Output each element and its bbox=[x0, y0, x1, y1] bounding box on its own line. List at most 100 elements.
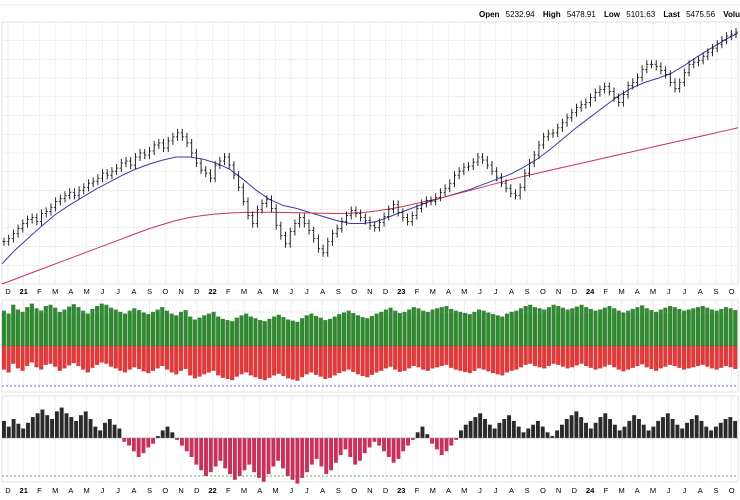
advancing-bar bbox=[495, 315, 500, 347]
declining-bar bbox=[654, 345, 659, 371]
declining-bar bbox=[504, 345, 510, 373]
advancing-bar bbox=[598, 309, 603, 347]
declining-bar bbox=[542, 345, 547, 369]
net-negative-bar bbox=[305, 438, 309, 473]
declining-bar bbox=[104, 345, 109, 364]
advancing-bar bbox=[723, 307, 728, 347]
declining-bar bbox=[346, 345, 351, 370]
month-tick-label: J bbox=[289, 287, 293, 296]
net-negative-bar bbox=[136, 438, 141, 457]
net-positive-bar bbox=[516, 426, 521, 438]
net-positive-bar bbox=[78, 415, 83, 438]
advancing-bar bbox=[500, 316, 505, 347]
net-positive-bar bbox=[487, 424, 492, 438]
declining-bar bbox=[621, 345, 626, 372]
declining-bar bbox=[574, 345, 579, 366]
month-tick-label: F bbox=[226, 287, 231, 296]
net-negative-bar bbox=[343, 438, 348, 450]
month-tick-label: N bbox=[556, 287, 561, 296]
month-tick-label: O bbox=[540, 287, 546, 296]
net-negative-bar bbox=[372, 438, 377, 442]
advancing-bar bbox=[118, 311, 123, 347]
advancing-bar bbox=[169, 313, 174, 347]
month-tick-label: 22 bbox=[208, 287, 216, 296]
month-tick-label: 23 bbox=[397, 287, 405, 296]
net-positive-bar bbox=[507, 415, 512, 438]
declining-bar bbox=[360, 345, 365, 377]
net-positive-bar bbox=[468, 420, 473, 438]
net-negative-bar bbox=[266, 438, 271, 475]
net-negative-bar bbox=[179, 438, 184, 446]
month-tick-label: M bbox=[84, 287, 90, 296]
net-positive-bar bbox=[564, 419, 569, 438]
advancing-bar bbox=[397, 313, 402, 347]
net-positive-bar bbox=[483, 419, 487, 438]
declining-bar bbox=[118, 345, 123, 371]
net-positive-bar bbox=[670, 419, 675, 438]
volume-label: Volu bbox=[723, 10, 740, 19]
advancing-bar bbox=[127, 310, 132, 347]
advancing-bar bbox=[644, 308, 649, 347]
month-tick-label: S bbox=[336, 287, 341, 296]
net-positive-bar bbox=[593, 422, 598, 438]
net-negative-bar bbox=[204, 438, 208, 476]
net-positive-bar bbox=[165, 426, 170, 438]
net-positive-bar bbox=[733, 420, 738, 438]
advancing-bar bbox=[630, 308, 635, 347]
declining-bar bbox=[598, 345, 603, 369]
declining-bar bbox=[383, 345, 388, 369]
advancing-bar bbox=[560, 307, 565, 347]
declining-bar bbox=[113, 345, 118, 369]
advancing-bar bbox=[449, 308, 454, 347]
declining-bar bbox=[29, 345, 34, 363]
net-negative-bar bbox=[333, 438, 338, 463]
advancing-bar bbox=[71, 304, 76, 347]
declining-bar bbox=[733, 345, 738, 369]
advancing-bar bbox=[225, 320, 230, 347]
declining-bar bbox=[355, 345, 360, 375]
advancing-bar bbox=[202, 315, 207, 347]
high-label: High bbox=[542, 10, 561, 19]
net-positive-bar bbox=[540, 426, 545, 438]
advancing-bar bbox=[649, 310, 654, 347]
advancing-bar bbox=[318, 317, 323, 347]
advancing-bar bbox=[593, 310, 598, 347]
declining-bar bbox=[556, 345, 561, 365]
declining-bar bbox=[458, 345, 463, 371]
declining-bar bbox=[705, 345, 710, 367]
month-tick-label: J bbox=[667, 486, 671, 495]
month-tick-label: S bbox=[147, 486, 152, 495]
declining-bar bbox=[39, 345, 44, 370]
declining-bar bbox=[509, 345, 514, 371]
net-negative-bar bbox=[223, 438, 228, 469]
advancing-bar bbox=[402, 311, 407, 347]
declining-bar bbox=[723, 345, 728, 367]
declining-bar bbox=[300, 345, 305, 378]
net-positive-bar bbox=[64, 413, 69, 438]
advancing-bar bbox=[160, 307, 165, 347]
declining-bar bbox=[1, 345, 6, 370]
advancing-bar bbox=[323, 320, 328, 347]
advancing-bar bbox=[686, 309, 691, 347]
net-positive-bar bbox=[160, 430, 165, 438]
month-tick-label: N bbox=[367, 287, 372, 296]
declining-bar bbox=[253, 345, 258, 378]
net-negative-bar bbox=[290, 438, 295, 480]
net-positive-bar bbox=[103, 422, 107, 438]
net-positive-bar bbox=[16, 423, 21, 438]
declining-bar bbox=[276, 345, 281, 374]
advancing-bar bbox=[164, 310, 169, 347]
declining-bar bbox=[155, 345, 160, 369]
advancing-bar bbox=[141, 312, 146, 347]
net-negative-bar bbox=[276, 438, 281, 461]
declining-bar bbox=[332, 345, 337, 376]
month-tick-label: A bbox=[320, 486, 325, 495]
advancing-bar bbox=[155, 309, 160, 347]
advancing-bar bbox=[183, 310, 188, 347]
month-tick-label: N bbox=[367, 486, 372, 495]
month-tick-label: S bbox=[525, 486, 530, 495]
month-tick-label: 21 bbox=[20, 486, 28, 495]
declining-bar bbox=[150, 345, 156, 371]
net-negative-bar bbox=[353, 438, 358, 465]
